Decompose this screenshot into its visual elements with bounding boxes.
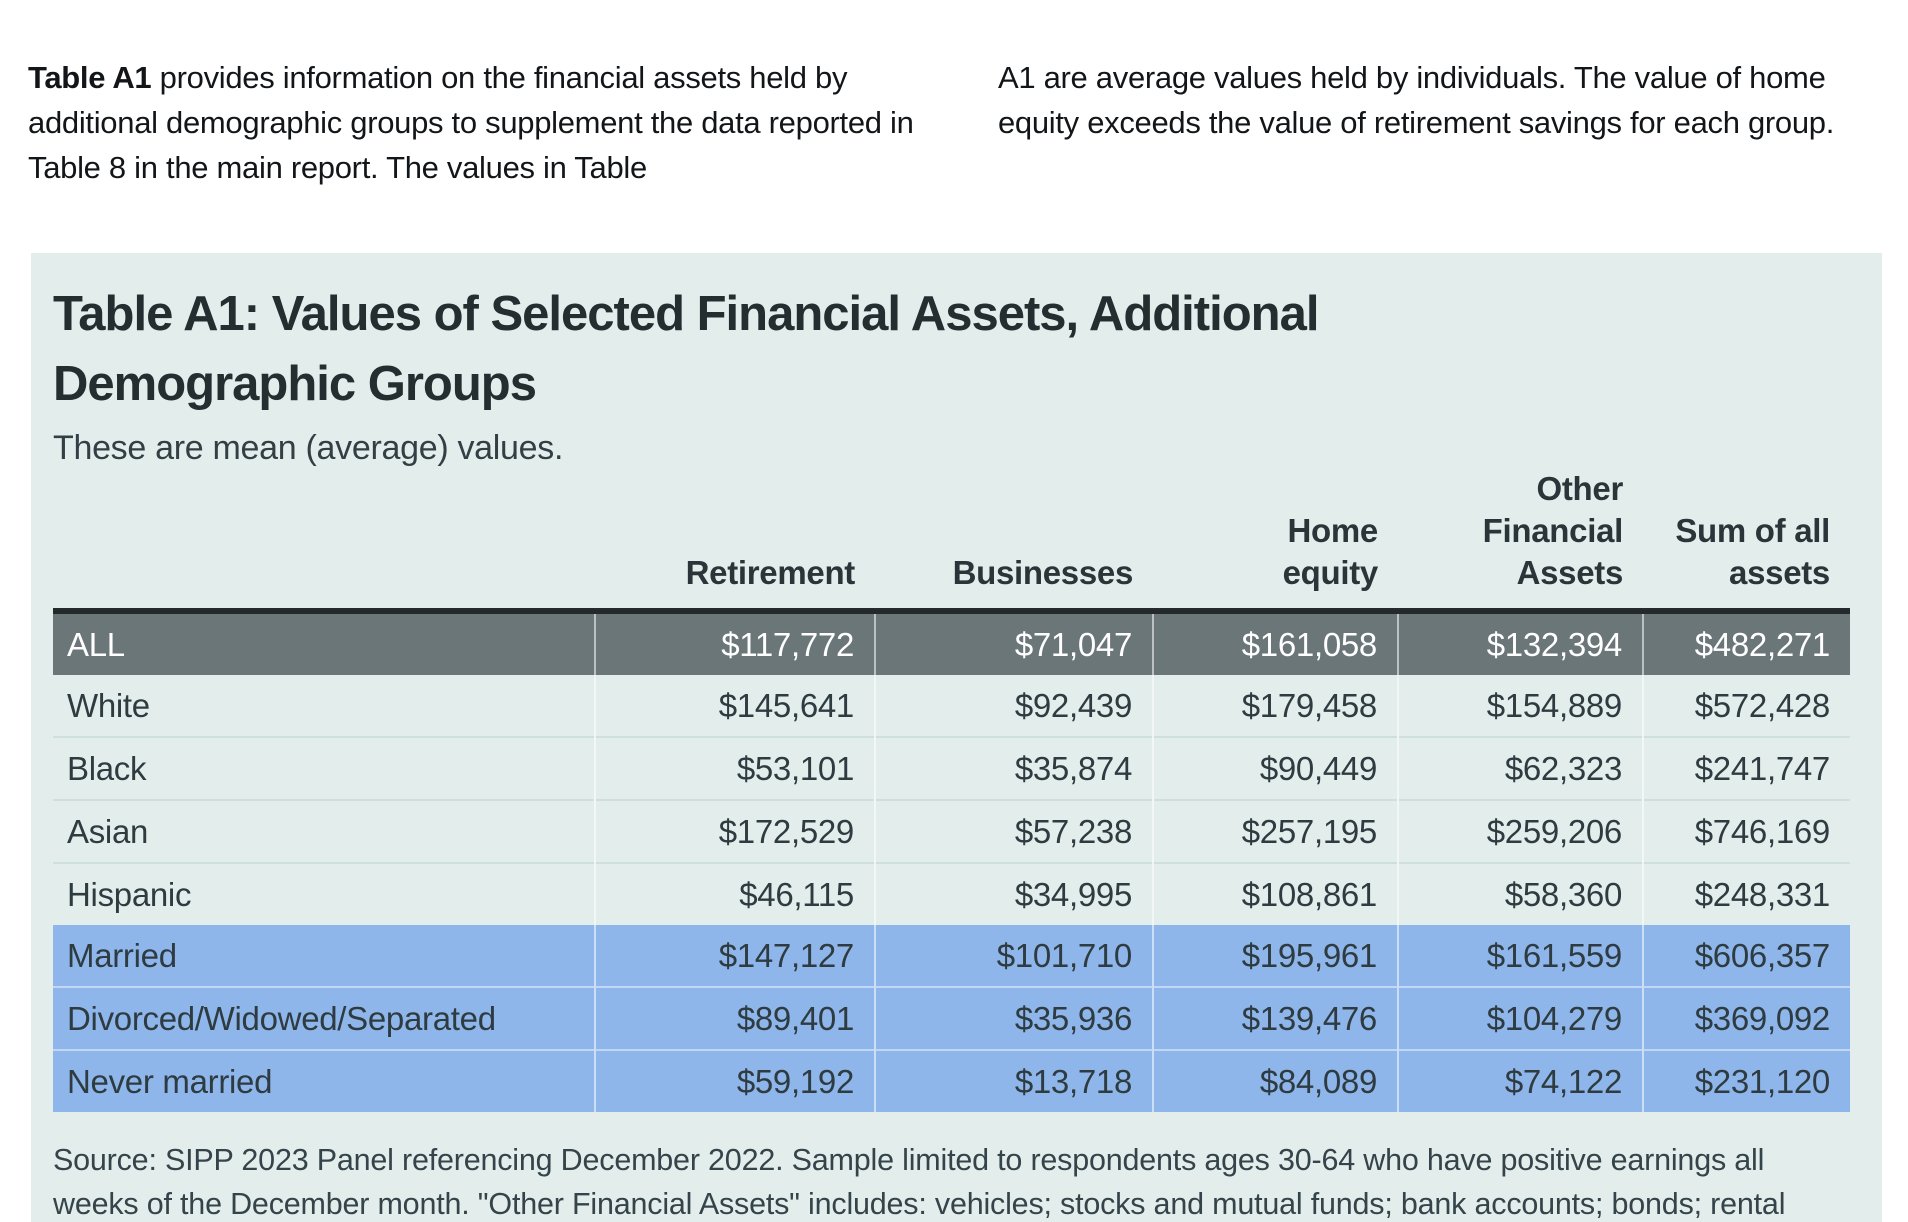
cell-value: $58,360	[1397, 862, 1643, 925]
cell-value: $90,449	[1152, 736, 1398, 800]
cell-value: $139,476	[1152, 986, 1398, 1050]
column-header: Retirement	[685, 554, 856, 591]
column-header: Sum of all assets	[1675, 512, 1830, 591]
row-label: Asian	[53, 799, 595, 863]
table-row: Divorced/Widowed/Separated $89,401 $35,936…	[53, 986, 1850, 1050]
intro-left-column: Table A1 provides information on the fin…	[28, 55, 946, 190]
cell-value: $161,058	[1152, 608, 1398, 675]
cell-value: $108,861	[1152, 862, 1398, 925]
table-title: Table A1: Values of Selected Financial A…	[53, 287, 1319, 411]
cell-value: $231,120	[1642, 1049, 1850, 1112]
table-row: Black $53,101 $35,874 $90,449 $62,323 $241,74…	[53, 736, 1850, 800]
cell-value: $172,529	[594, 799, 875, 863]
intro-paragraphs: Table A1 provides information on the fin…	[0, 0, 1908, 221]
table-row: Never married $59,192 $13,718 $84,089 $74,12…	[53, 1049, 1850, 1112]
row-label: ALL	[53, 608, 595, 675]
cell-value: $104,279	[1397, 986, 1643, 1050]
intro-right-text: A1 are average values held by individual…	[997, 60, 1835, 140]
cell-value: $195,961	[1152, 925, 1398, 987]
cell-value: $34,995	[874, 862, 1153, 925]
cell-value: $92,439	[874, 675, 1153, 737]
cell-value: $259,206	[1397, 799, 1643, 863]
cell-value: $84,089	[1152, 1049, 1398, 1112]
row-label: Black	[53, 736, 595, 800]
cell-value: $161,559	[1397, 925, 1643, 987]
cell-value: $179,458	[1152, 675, 1398, 737]
cell-value: $13,718	[874, 1049, 1153, 1112]
table-body: ALL $117,772 $71,047 $161,058 $132,394 $482,2…	[53, 608, 1850, 1112]
cell-value: $59,192	[594, 1049, 875, 1112]
cell-value: $147,127	[594, 925, 875, 987]
cell-value: $71,047	[874, 608, 1153, 675]
cell-value: $46,115	[594, 862, 875, 925]
intro-left-text: provides information on the financial as…	[28, 60, 914, 185]
cell-value: $117,772	[594, 608, 875, 675]
cell-value: $101,710	[874, 925, 1153, 987]
financial-assets-table: Retirement Businesses Home equity Other Fin…	[53, 468, 1850, 1112]
cell-value: $606,357	[1642, 925, 1850, 987]
cell-value: $89,401	[594, 986, 875, 1050]
cell-value: $35,874	[874, 736, 1153, 800]
table-row: Asian $172,529 $57,238 $257,195 $259,206 $746…	[53, 799, 1850, 863]
cell-value: $57,238	[874, 799, 1153, 863]
table-panel: Table A1: Values of Selected Financial A…	[31, 253, 1882, 1222]
cell-value: $241,747	[1642, 736, 1850, 800]
cell-value: $62,323	[1397, 736, 1643, 800]
cell-value: $572,428	[1642, 675, 1850, 737]
row-label: Never married	[53, 1049, 595, 1112]
cell-value: $482,271	[1642, 608, 1850, 675]
cell-value: $248,331	[1642, 862, 1850, 925]
cell-value: $132,394	[1397, 608, 1643, 675]
column-header: Home equity	[1282, 512, 1379, 591]
cell-value: $74,122	[1397, 1049, 1643, 1112]
table-row: ALL $117,772 $71,047 $161,058 $132,394 $482,2…	[53, 608, 1850, 675]
cell-value: $145,641	[594, 675, 875, 737]
row-label: Divorced/Widowed/Separated	[53, 986, 595, 1050]
row-label: Married	[53, 925, 595, 987]
row-label-header	[53, 468, 595, 611]
table-header: Retirement Businesses Home equity Other Fin…	[53, 468, 1850, 611]
cell-value: $746,169	[1642, 799, 1850, 863]
table-subtitle: These are mean (average) values.	[53, 429, 564, 467]
cell-value: $53,101	[594, 736, 875, 800]
cell-value: $369,092	[1642, 986, 1850, 1050]
cell-value: $154,889	[1397, 675, 1643, 737]
cell-value: $257,195	[1152, 799, 1398, 863]
table-row: White $145,641 $92,439 $179,458 $154,889 $572…	[53, 675, 1850, 737]
column-header: Businesses	[952, 554, 1134, 591]
source-note: Source: SIPP 2023 Panel referencing Dece…	[53, 1143, 1786, 1221]
intro-right-column: A1 are average values held by individual…	[998, 55, 1880, 190]
row-label: Hispanic	[53, 862, 595, 925]
cell-value: $35,936	[874, 986, 1153, 1050]
column-header: Other Financial Assets	[1482, 470, 1624, 591]
table-row: Hispanic $46,115 $34,995 $108,861 $58,360 $24…	[53, 862, 1850, 925]
header-row: Retirement Businesses Home equity Other Fin…	[53, 468, 1850, 611]
table-row: Married $147,127 $101,710 $195,961 $161,559 $…	[53, 925, 1850, 987]
intro-lead-bold: Table A1	[28, 60, 152, 95]
row-label: White	[67, 686, 150, 724]
